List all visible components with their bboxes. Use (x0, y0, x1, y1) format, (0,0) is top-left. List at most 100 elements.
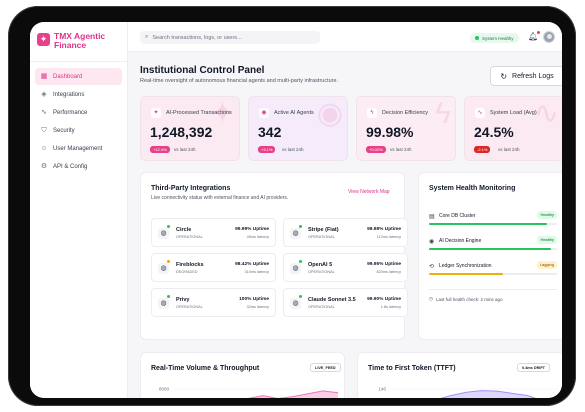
grid-icon: ▦ (40, 72, 48, 80)
sidebar-item-performance[interactable]: ∿ Performance (35, 104, 122, 121)
gear-icon: ⚙ (40, 162, 48, 170)
integration-status: DEGRADED (176, 270, 198, 274)
device-side-button (10, 166, 17, 222)
kpi-value: 99.98% (366, 124, 414, 140)
health-footer: ◷ Last full health check: 2 mins ago (429, 296, 502, 302)
kpi-comparison: vs last 24h (174, 147, 196, 152)
clock-icon: ◷ (429, 296, 433, 301)
integration-status: OPERATIONAL (308, 235, 335, 239)
activity-icon: ∿ (41, 108, 47, 116)
integration-stripe[interactable]: ◍ Stripe (Fiat) OPERATIONAL 99.98% Uptim… (283, 218, 408, 247)
brand-name-line1: TMX Agentic (54, 31, 106, 41)
kpi-card-efficiency: ϟ ϟ Decision Efficiency 99.98% +0.02% vs… (356, 96, 456, 161)
view-network-map-link[interactable]: View Network Map (348, 189, 390, 195)
kpi-row: ✦ ✦ AI-Processed Transactions 1,248,392 … (140, 96, 562, 161)
integration-latency: 820ms latency (376, 270, 401, 274)
lightning-icon: ϟ (435, 97, 451, 130)
integration-latency: 32ms latency (246, 305, 269, 309)
integrations-card: Third-Party Integrations Live connectivi… (140, 172, 408, 340)
brand-logo-icon: ✦ (37, 33, 50, 46)
volume-chart-title: Real-Time Volume & Throughput (151, 365, 260, 372)
health-status-badge: Healthy (537, 236, 557, 244)
integration-name: Fireblocks (176, 262, 204, 268)
health-progress-track (429, 248, 557, 250)
integration-latency: 112ms latency (376, 235, 401, 239)
integration-uptime: 98.42% Uptime (235, 262, 269, 267)
sidebar-item-label: User Management (53, 145, 103, 152)
series-line (247, 390, 339, 398)
activity-icon: ∿ (533, 97, 559, 130)
kpi-value: 24.5% (474, 124, 514, 140)
kpi-delta-badge: +12.4% (150, 146, 170, 153)
y-tick-label: 8000 (159, 387, 170, 392)
activity-icon: ∿ (475, 108, 485, 118)
sidebar-item-api-config[interactable]: ⚙ API & Config (35, 158, 122, 175)
layers-icon: ◈ (41, 90, 47, 98)
integration-circle[interactable]: ◍ Circle OPERATIONAL 99.99% Uptime 45ms … (151, 218, 276, 247)
notifications-button[interactable]: 🔔︎ (528, 31, 541, 41)
kpi-label: Decision Efficiency (382, 110, 429, 116)
search-box[interactable]: ⌕ (140, 31, 320, 44)
sidebar-item-security[interactable]: ⛉ Security (35, 122, 122, 139)
system-status-badge: System Healthy (470, 33, 519, 43)
integration-status: OPERATIONAL (308, 305, 335, 309)
sidebar-item-integrations[interactable]: ◈ Integrations (35, 86, 122, 103)
page-subtitle: Real-time oversight of autonomous financ… (140, 78, 339, 84)
kpi-comparison: vs last 24h (390, 147, 412, 152)
users-icon: ☺ (40, 144, 48, 152)
kpi-card-system-load: ∿ ∿ System Load (Avg) 24.5% -2.1% vs las… (464, 96, 562, 161)
ttft-chart-card: Time to First Token (TTFT) 0.4ms DRIFT 1… (357, 352, 562, 398)
kpi-label: System Load (Avg) (490, 110, 537, 116)
app-screen: ✦ TMX Agentic Finance ▦ Dashboard ◈ Inte… (30, 22, 562, 398)
notification-dot-icon (537, 31, 541, 34)
topbar: ⌕ System Healthy 🔔︎ (128, 22, 562, 52)
server-icon: ▤ (429, 214, 435, 220)
integration-latency: 1.8s latency (380, 305, 401, 309)
integration-fireblocks[interactable]: ◍ Fireblocks DEGRADED 98.42% Uptime 310m… (151, 253, 276, 282)
globe-icon: ◍ (158, 298, 169, 309)
health-progress-track (429, 223, 557, 225)
sparkle-icon: ✦ (209, 97, 235, 130)
avatar[interactable] (543, 31, 555, 43)
lightning-icon: ϟ (367, 108, 377, 118)
status-dot-icon (299, 225, 302, 228)
integration-openai[interactable]: ◍ OpenAI 5 OPERATIONAL 99.95% Uptime 820… (283, 253, 408, 282)
bot-icon: ◉ (259, 108, 269, 118)
integration-status: OPERATIONAL (176, 305, 203, 309)
refresh-icon: ↻ (500, 71, 508, 81)
integration-name: Circle (176, 227, 192, 233)
integration-status: OPERATIONAL (176, 235, 203, 239)
ttft-chart-title: Time to First Token (TTFT) (368, 365, 456, 372)
main-content: Institutional Control Panel Real-time ov… (128, 52, 562, 398)
integration-latency: 310ms latency (244, 270, 269, 274)
globe-icon: ◍ (158, 228, 169, 239)
sidebar-item-label: Performance (53, 109, 88, 116)
kpi-comparison: vs last 24h (498, 147, 520, 152)
integration-name: OpenAI 5 (308, 262, 333, 268)
volume-chart-card: Real-Time Volume & Throughput LIVE_FEED … (140, 352, 345, 398)
integration-claude[interactable]: ◍ Claude Sonnet 3.5 OPERATIONAL 99.90% U… (283, 288, 408, 317)
refresh-logs-button[interactable]: ↻ Refresh Logs (490, 66, 562, 86)
integrations-subtitle: Live connectivity status with external f… (151, 195, 289, 201)
page-title: Institutional Control Panel (140, 65, 265, 76)
sidebar-item-dashboard[interactable]: ▦ Dashboard (35, 68, 122, 85)
integration-privy[interactable]: ◍ Privy OPERATIONAL 100% Uptime 32ms lat… (151, 288, 276, 317)
health-row-name: Ledger Synchronization (439, 263, 492, 269)
system-status-label: System Healthy (482, 35, 514, 41)
sidebar-item-label: Security (53, 127, 75, 134)
globe-icon: ◍ (290, 263, 301, 274)
kpi-comparison: vs last 24h (282, 147, 304, 152)
integration-name: Claude Sonnet 3.5 (308, 297, 356, 303)
kpi-card-transactions: ✦ ✦ AI-Processed Transactions 1,248,392 … (140, 96, 240, 161)
integration-uptime: 99.95% Uptime (367, 262, 401, 267)
sidebar-item-user-management[interactable]: ☺ User Management (35, 140, 122, 157)
tablet-frame: ✦ TMX Agentic Finance ▦ Dashboard ◈ Inte… (8, 6, 576, 406)
brand[interactable]: ✦ TMX Agentic Finance (30, 22, 127, 62)
kpi-value: 342 (258, 124, 282, 140)
kpi-label: Active AI Agents (274, 110, 314, 116)
health-row-name: AI Decision Engine (439, 238, 482, 244)
search-input[interactable] (152, 34, 313, 41)
kpi-label: AI-Processed Transactions (166, 110, 232, 116)
search-icon: ⌕ (145, 34, 149, 40)
